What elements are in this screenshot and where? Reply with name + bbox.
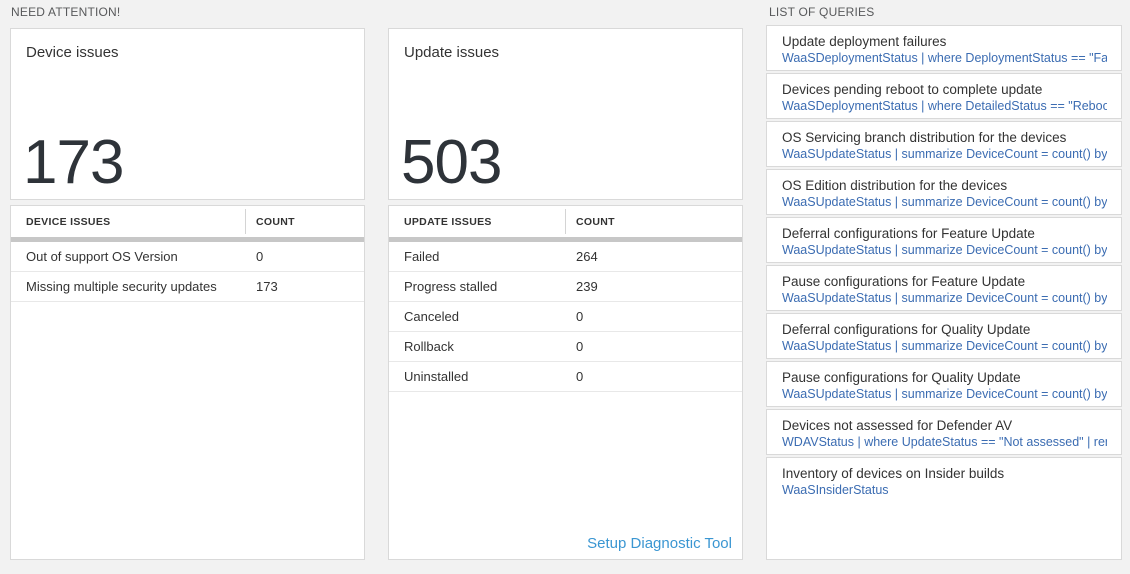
query-code: WaaSUpdateStatus | summarize DeviceCount… [782, 339, 1107, 353]
row-label: Out of support OS Version [26, 249, 178, 264]
query-item-update-deployment-failures[interactable]: Update deployment failures WaaSDeploymen… [766, 25, 1122, 71]
device-issues-table-header: DEVICE ISSUES COUNT [11, 206, 364, 237]
update-issues-header-label: UPDATE ISSUES [404, 215, 492, 228]
table-row[interactable]: Progress stalled 239 [389, 272, 742, 302]
row-count: 239 [576, 279, 598, 294]
query-code: WaaSUpdateStatus | summarize DeviceCount… [782, 195, 1107, 209]
row-count: 264 [576, 249, 598, 264]
query-list: Update deployment failures WaaSDeploymen… [766, 25, 1122, 560]
table-row[interactable]: Failed 264 [389, 242, 742, 272]
update-issues-table: UPDATE ISSUES COUNT Failed 264 Progress … [388, 205, 743, 560]
table-row[interactable]: Missing multiple security updates 173 [11, 272, 364, 302]
query-item-defender-av-not-assessed[interactable]: Devices not assessed for Defender AV WDA… [766, 409, 1122, 455]
need-attention-heading: NEED ATTENTION! [11, 5, 121, 19]
query-item-pause-quality-update[interactable]: Pause configurations for Quality Update … [766, 361, 1122, 407]
device-issues-table: DEVICE ISSUES COUNT Out of support OS Ve… [10, 205, 365, 560]
query-title: Pause configurations for Feature Update [782, 274, 1026, 289]
row-count: 0 [256, 249, 264, 264]
query-title: OS Servicing branch distribution for the… [782, 130, 1067, 145]
row-label: Rollback [404, 339, 454, 354]
query-item-insider-builds-inventory[interactable]: Inventory of devices on Insider builds W… [766, 457, 1122, 560]
query-code: WaaSDeploymentStatus | where DetailedSta… [782, 99, 1107, 113]
query-code: WaaSUpdateStatus | summarize DeviceCount… [782, 387, 1107, 401]
query-code: WaaSInsiderStatus [782, 483, 889, 497]
query-title: Deferral configurations for Feature Upda… [782, 226, 1035, 241]
update-issues-header-count: COUNT [576, 215, 615, 228]
device-issues-header-label: DEVICE ISSUES [26, 215, 111, 228]
row-count: 173 [256, 279, 278, 294]
update-issues-table-header: UPDATE ISSUES COUNT [389, 206, 742, 237]
table-row[interactable]: Canceled 0 [389, 302, 742, 332]
device-issues-card-title: Device issues [26, 44, 119, 61]
row-count: 0 [576, 309, 584, 324]
query-code: WaaSUpdateStatus | summarize DeviceCount… [782, 291, 1107, 305]
row-label: Failed [404, 249, 440, 264]
row-label: Uninstalled [404, 369, 469, 384]
query-code: WaaSDeploymentStatus | where DeploymentS… [782, 51, 1107, 65]
table-row[interactable]: Uninstalled 0 [389, 362, 742, 392]
query-item-deferral-feature-update[interactable]: Deferral configurations for Feature Upda… [766, 217, 1122, 263]
device-issues-card[interactable]: Device issues 173 [10, 28, 365, 200]
table-row[interactable]: Rollback 0 [389, 332, 742, 362]
row-label: Missing multiple security updates [26, 279, 217, 294]
device-issues-header-count: COUNT [256, 215, 295, 228]
device-issues-count: 173 [23, 127, 124, 197]
table-row[interactable]: Out of support OS Version 0 [11, 242, 364, 272]
update-issues-count: 503 [401, 127, 502, 197]
query-title: Deferral configurations for Quality Upda… [782, 322, 1031, 337]
query-title: Devices pending reboot to complete updat… [782, 82, 1043, 97]
query-title: Pause configurations for Quality Update [782, 370, 1021, 385]
query-item-pause-feature-update[interactable]: Pause configurations for Feature Update … [766, 265, 1122, 311]
query-item-os-edition-distribution[interactable]: OS Edition distribution for the devices … [766, 169, 1122, 215]
query-code: WaaSUpdateStatus | summarize DeviceCount… [782, 243, 1107, 257]
query-title: Update deployment failures [782, 34, 947, 49]
table-header-bar [11, 237, 364, 242]
query-title: Devices not assessed for Defender AV [782, 418, 1013, 433]
query-title: OS Edition distribution for the devices [782, 178, 1008, 193]
row-count: 0 [576, 369, 584, 384]
row-count: 0 [576, 339, 584, 354]
update-issues-card[interactable]: Update issues 503 [388, 28, 743, 200]
row-label: Progress stalled [404, 279, 498, 294]
list-of-queries-heading: LIST OF QUERIES [769, 5, 875, 19]
query-code: WDAVStatus | where UpdateStatus == "Not … [782, 435, 1107, 449]
setup-diagnostic-tool-link[interactable]: Setup Diagnostic Tool [587, 535, 732, 552]
table-header-bar [389, 237, 742, 242]
update-issues-card-title: Update issues [404, 44, 500, 61]
query-item-os-servicing-branch[interactable]: OS Servicing branch distribution for the… [766, 121, 1122, 167]
query-title: Inventory of devices on Insider builds [782, 466, 1005, 481]
row-label: Canceled [404, 309, 459, 324]
query-item-devices-pending-reboot[interactable]: Devices pending reboot to complete updat… [766, 73, 1122, 119]
query-code: WaaSUpdateStatus | summarize DeviceCount… [782, 147, 1107, 161]
query-item-deferral-quality-update[interactable]: Deferral configurations for Quality Upda… [766, 313, 1122, 359]
